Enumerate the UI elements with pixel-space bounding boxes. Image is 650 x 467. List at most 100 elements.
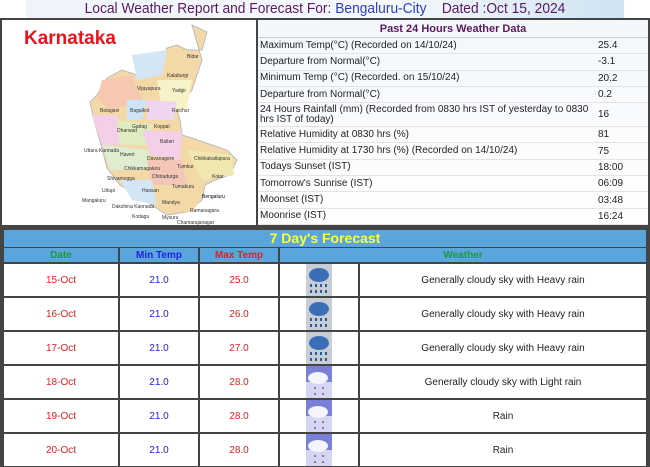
weather-data-row: Moonset (IST) 03:48 xyxy=(258,192,648,209)
district-label: Tumakuru xyxy=(172,184,195,190)
weather-data-row: Relative Humidity at 0830 hrs (%) 81 xyxy=(258,127,648,144)
district-label: Bidar xyxy=(187,54,199,60)
forecast-date: 15-Oct xyxy=(4,264,118,296)
district-label: Dakshina Kannada xyxy=(112,204,154,210)
weather-data-row: Moonrise (IST) 16:24 xyxy=(258,209,648,225)
row-label: Relative Humidity at 1730 hrs (%) (Recor… xyxy=(260,145,518,157)
cell-text: Generally cloudy sky with Heavy rain xyxy=(421,342,585,354)
forecast-date: 17-Oct xyxy=(4,332,118,364)
district-label: Mysuru xyxy=(162,215,179,221)
row-value: 03:48 xyxy=(598,194,624,206)
district-label: Mangaluru xyxy=(82,198,106,204)
forecast-date: 18-Oct xyxy=(4,366,118,398)
forecast-icon-cell xyxy=(280,400,358,432)
heavy-rain-icon xyxy=(306,298,332,330)
cell-text: 17-Oct xyxy=(45,342,76,354)
forecast-max-temp: 28.0 xyxy=(200,400,278,432)
row-value: 25.4 xyxy=(598,40,618,52)
district-label: Mandya xyxy=(162,200,180,206)
row-label: Tomorrow's Sunrise (IST) xyxy=(260,177,373,189)
cell-text: 21.0 xyxy=(149,376,169,388)
light-rain-icon xyxy=(306,366,332,398)
forecast-min-temp: 21.0 xyxy=(120,298,198,330)
row-value: 20.2 xyxy=(598,72,618,84)
row-label: Maximum Temp(°C) (Recorded on 14/10/24) xyxy=(260,39,457,51)
row-label: Moonrise (IST) xyxy=(260,210,327,222)
heavy-rain-icon xyxy=(306,264,332,296)
cell-text: Date xyxy=(50,249,72,261)
row-value: 18:00 xyxy=(598,161,624,173)
district-label: Koppal xyxy=(154,124,170,130)
district-label: Ramanagara xyxy=(190,208,219,214)
cell-text: 15-Oct xyxy=(45,274,76,286)
light-rain-icon xyxy=(306,434,332,466)
district-label: Kolar xyxy=(212,174,224,180)
cell-text: Max Temp xyxy=(214,249,264,261)
weather-data-row: Maximum Temp(°C) (Recorded on 14/10/24) 2… xyxy=(258,38,648,55)
karnataka-map: Karnataka Bidar Kalaburgi Vijayapura Yadgir… xyxy=(2,20,258,225)
forecast-date: 19-Oct xyxy=(4,400,118,432)
row-value: 75 xyxy=(598,145,610,157)
cell-text: 25.0 xyxy=(229,274,249,286)
forecast-icon-cell xyxy=(280,366,358,398)
forecast-heading: 7 Day's Forecast xyxy=(4,230,646,247)
district-label: Chitradurga xyxy=(152,174,178,180)
row-label: Departure from Normal(°C) xyxy=(260,55,381,67)
cell-text: 16-Oct xyxy=(45,308,76,320)
district-label: Udupi xyxy=(102,188,115,194)
forecast-max-temp: 25.0 xyxy=(200,264,278,296)
row-label: Todays Sunset (IST) xyxy=(260,161,351,173)
row-label: Departure from Normal(°C) xyxy=(260,88,381,100)
row-label: 24 Hours Rainfall (mm) (Recorded from 08… xyxy=(260,103,589,125)
forecast-min-temp: 21.0 xyxy=(120,400,198,432)
forecast-date: 16-Oct xyxy=(4,298,118,330)
district-label: Davanagere xyxy=(147,156,174,162)
row-value: 81 xyxy=(598,129,610,141)
district-label: Ballari xyxy=(160,139,174,145)
weather-data-row: Minimum Temp (°C) (Recorded. on 15/10/24… xyxy=(258,71,648,87)
forecast-weather: Generally cloudy sky with Heavy rain xyxy=(360,264,646,296)
forecast-min-temp: 21.0 xyxy=(120,366,198,398)
cell-text: 18-Oct xyxy=(45,376,76,388)
forecast-weather: Generally cloudy sky with Light rain xyxy=(360,366,646,398)
cell-text: 21.0 xyxy=(149,342,169,354)
forecast-icon-cell xyxy=(280,332,358,364)
district-label: Dharwad xyxy=(117,128,137,134)
cell-text: 19-Oct xyxy=(45,410,76,422)
row-value: 06:09 xyxy=(598,178,624,190)
past-24-hours-panel: Past 24 Hours Weather Data Maximum Temp(… xyxy=(258,20,648,225)
forecast-max-temp: 28.0 xyxy=(200,366,278,398)
district-label: Tumkur xyxy=(177,164,194,170)
cell-text: 28.0 xyxy=(229,376,249,388)
district-label: Gadag xyxy=(132,124,147,130)
district-label: Uttara Kannada xyxy=(84,148,119,154)
forecast-max-temp: 26.0 xyxy=(200,298,278,330)
district-label: Raichur xyxy=(172,108,190,114)
row-value: 16 xyxy=(598,109,610,121)
cell-text: 21.0 xyxy=(149,308,169,320)
light-rain-icon xyxy=(306,400,332,432)
district-label: Hassan xyxy=(142,188,159,194)
district-label: Chikkamagaluru xyxy=(124,166,160,172)
forecast-max-temp: 28.0 xyxy=(200,434,278,466)
top-section: Karnataka Bidar Kalaburgi Vijayapura Yadgir… xyxy=(0,18,650,227)
heavy-rain-icon xyxy=(306,332,332,364)
row-label: Moonset (IST) xyxy=(260,194,324,206)
row-label: Relative Humidity at 0830 hrs (%) xyxy=(260,128,409,140)
district-label: Kalaburgi xyxy=(167,73,188,79)
cell-text: Rain xyxy=(492,410,514,422)
weather-data-row: Todays Sunset (IST) 18:00 xyxy=(258,160,648,177)
cell-text: 27.0 xyxy=(229,342,249,354)
district-label: Bagalkot xyxy=(130,108,150,114)
weather-data-row: Relative Humidity at 1730 hrs (%) (Recor… xyxy=(258,143,648,160)
cell-text: 21.0 xyxy=(149,410,169,422)
district-label: Chamarajanagar xyxy=(177,220,215,225)
weather-data-row: 24 Hours Rainfall (mm) (Recorded from 08… xyxy=(258,103,648,128)
forecast-max-temp: 27.0 xyxy=(200,332,278,364)
forecast-weather: Generally cloudy sky with Heavy rain xyxy=(360,298,646,330)
cell-text: Generally cloudy sky with Light rain xyxy=(424,376,582,388)
forecast-icon-cell xyxy=(280,434,358,466)
map-image: Bidar Kalaburgi Vijayapura Yadgir Belagavi Ba… xyxy=(82,24,238,225)
forecast-min-temp: 21.0 xyxy=(120,434,198,466)
page-title: Local Weather Report and Forecast For: B… xyxy=(26,0,624,18)
